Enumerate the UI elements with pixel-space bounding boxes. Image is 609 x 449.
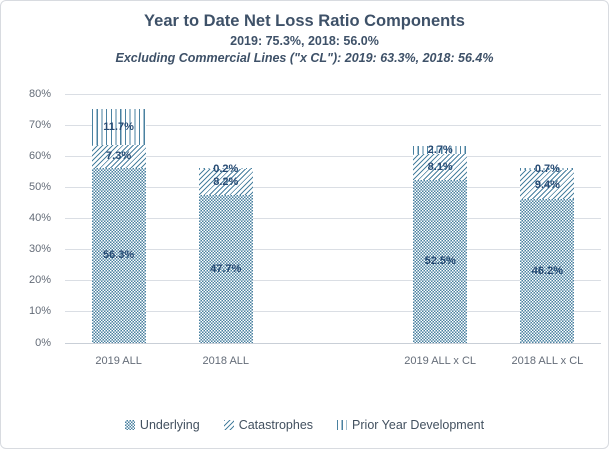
data-label: 11.7% [103,120,134,133]
gridline [65,155,601,157]
data-label: 8.1% [427,160,453,173]
chart-title-block: Year to Date Net Loss Ratio Components 2… [1,11,608,67]
bar-2018-all-x-cl-segment-underlying: 46.2% [520,199,575,343]
gridline [65,342,601,344]
bar-2019-all-x-cl-segment-prior-year-development: 2.7% [413,144,468,156]
y-tick-label: 80% [28,87,51,100]
legend-label: Catastrophes [238,418,314,432]
chart-subtitle-totals: 2019: 75.3%, 2018: 56.0% [230,33,379,48]
gridline [65,218,601,219]
bar-2019-all-x-cl-segment-catastrophes: 8.1% [413,154,468,180]
bar-2018-all-x-cl-segment-prior-year-development: 0.7% [520,163,575,175]
data-label: 56.3% [102,249,135,262]
x-axis-label-2019-all: 2019 ALL [95,355,142,367]
bar-2019-all-x-cl-segment-underlying: 52.5% [413,179,468,343]
legend-item-underlying: Underlying [124,418,200,432]
gridline [65,280,601,282]
y-tick-label: 0% [35,336,51,349]
legend-label: Prior Year Development [352,418,485,432]
x-axis-label-2019-all-x-cl: 2019 ALL x CL [404,355,477,367]
bar-2018-all-x-cl-segment-catastrophes: 9.4% [520,169,575,200]
bar-2018-all-segment-underlying: 47.7% [198,194,253,343]
bar-2018-all-segment-catastrophes: 8.2% [198,169,253,195]
data-label: 2.7% [427,144,453,157]
y-tick-label: 50% [28,180,51,193]
y-tick-label: 40% [28,212,51,224]
y-tick-label: 30% [28,243,51,256]
chart-subtitle-excluding: Excluding Commercial Lines ("x CL"): 201… [115,51,494,66]
legend-swatch-diagonal-icon [223,420,234,430]
y-tick-label: 60% [28,149,51,162]
y-tick-label: 70% [28,118,51,131]
data-label: 47.7% [210,262,242,275]
y-tick-label: 10% [28,305,51,318]
legend-item-catastrophes: Catastrophes [223,418,314,432]
legend: Underlying Catastrophes Prior Year Develop… [1,418,608,432]
y-tick-label: 20% [28,274,51,287]
gridline [65,124,601,126]
bar-2019-all-segment-prior-year-development: 11.7% [91,108,146,146]
bar-2019-all-segment-catastrophes: 7.3% [91,145,146,168]
x-axis-label-2018-all: 2018 ALL [202,355,250,367]
bar-2018-all-segment-prior-year-development: 0.2% [198,163,253,175]
data-label: 9.4% [534,178,560,191]
legend-label: Underlying [139,418,200,432]
x-axis-label-2018-all-x-cl: 2018 ALL x CL [511,355,584,367]
legend-swatch-checker-icon [124,420,135,430]
bar-2019-all-segment-underlying: 56.3% [91,167,146,343]
gridline [65,311,601,313]
data-label: 46.2% [531,265,563,278]
gridline [65,249,601,251]
data-label: 52.5% [424,255,456,268]
legend-item-prior-year-development: Prior Year Development [337,418,484,432]
gridline [65,186,601,188]
gridline [65,93,601,95]
legend-swatch-vertical-icon [337,420,348,430]
chart-title: Year to Date Net Loss Ratio Components [144,12,465,30]
